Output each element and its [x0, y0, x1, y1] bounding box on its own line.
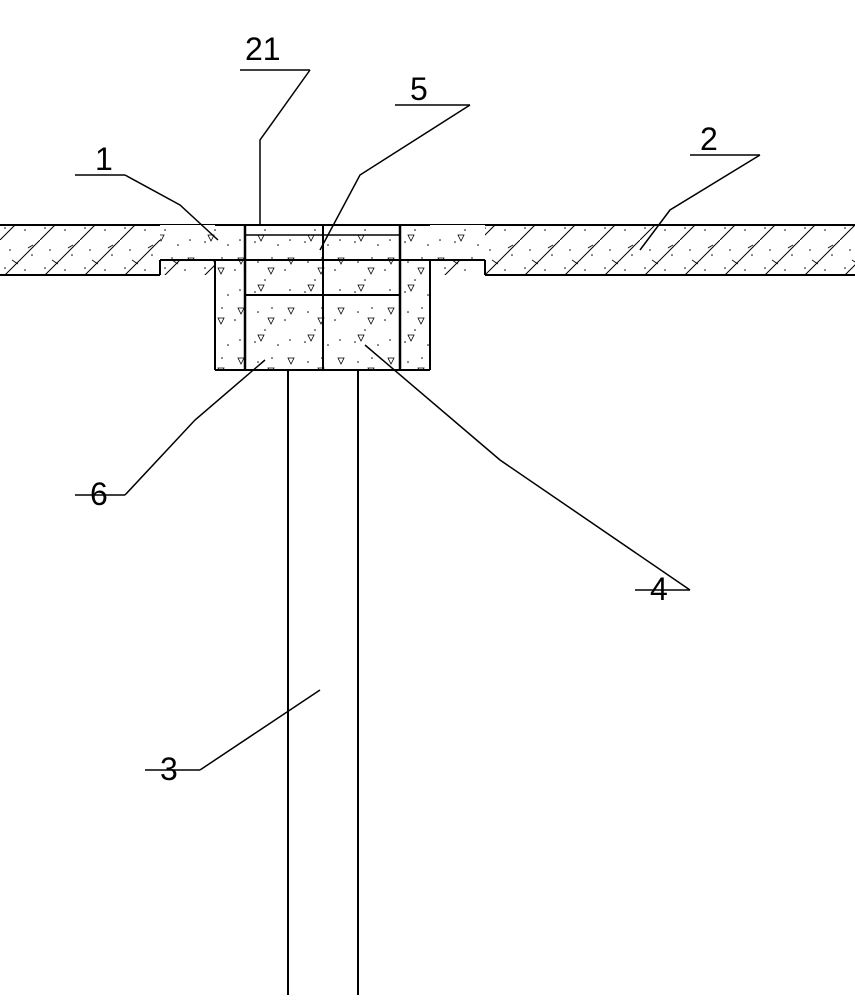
diagram-svg: 21 5 1 2 6 4 3 — [0, 0, 855, 1000]
slab-right — [430, 225, 855, 275]
label-4: 4 — [650, 571, 668, 607]
leaders — [75, 70, 760, 770]
label-21: 21 — [245, 31, 281, 67]
column — [288, 370, 358, 995]
label-3: 3 — [160, 751, 178, 787]
label-1: 1 — [95, 141, 113, 177]
labels: 21 5 1 2 6 4 3 — [90, 31, 718, 787]
label-6: 6 — [90, 476, 108, 512]
label-2: 2 — [700, 121, 718, 157]
label-5: 5 — [410, 71, 428, 107]
